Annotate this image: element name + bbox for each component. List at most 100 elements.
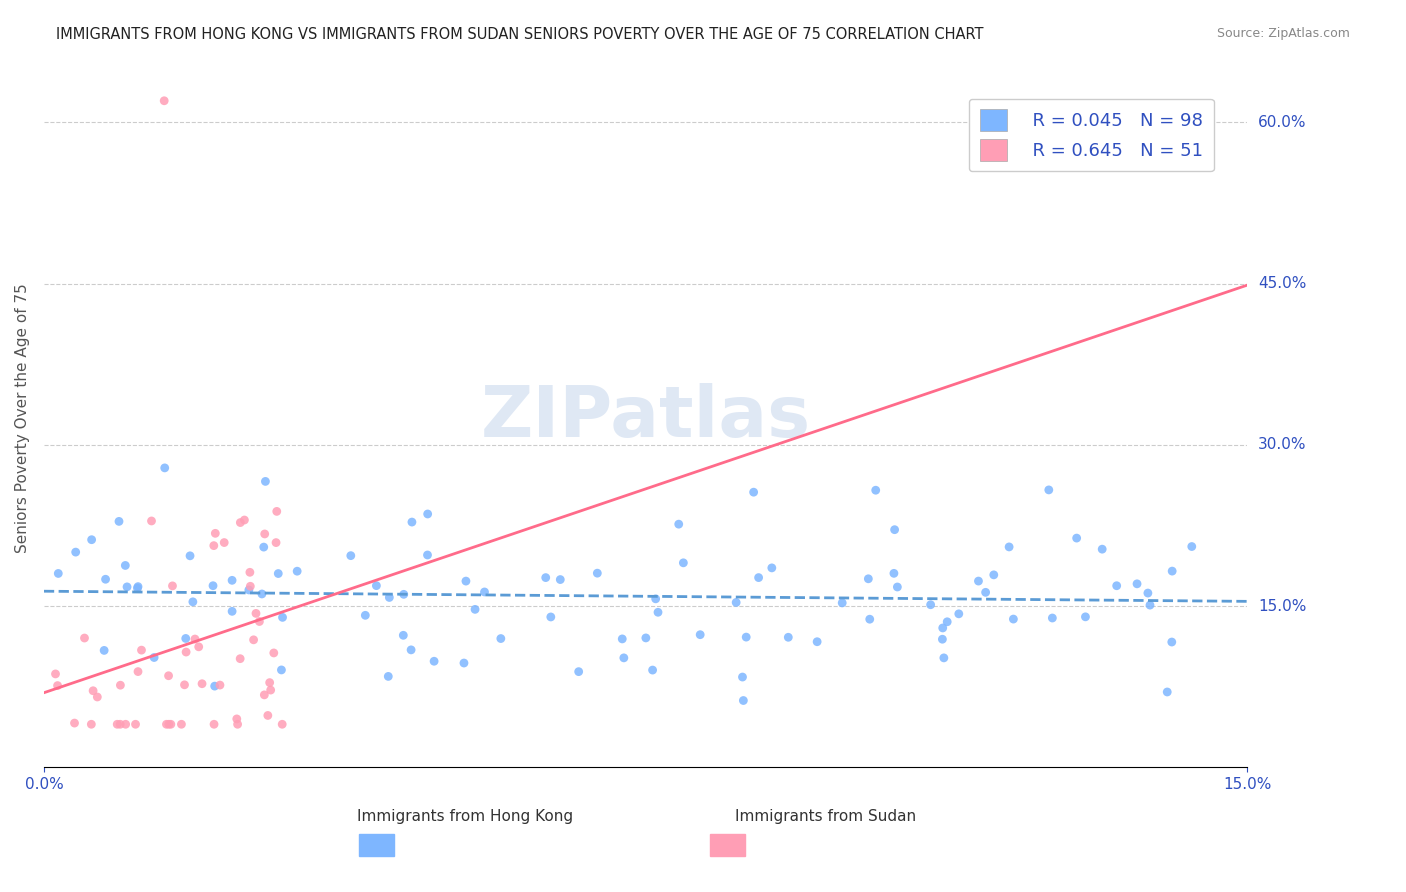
Point: [127, 580, 149, 594]
Point: [1038, 483, 1060, 497]
Point: [932, 651, 955, 665]
Point: [1105, 579, 1128, 593]
Point: [936, 615, 959, 629]
Point: [184, 632, 207, 646]
Point: [114, 717, 136, 731]
Point: [401, 515, 423, 529]
Point: [46, 566, 69, 581]
Point: [162, 579, 184, 593]
Point: [423, 654, 446, 668]
Point: [1091, 542, 1114, 557]
Point: [253, 527, 276, 541]
Point: [416, 548, 439, 562]
Point: [114, 558, 136, 573]
Point: [170, 717, 193, 731]
Point: [115, 580, 138, 594]
Legend:   R = 0.045   N = 98,   R = 0.645   N = 51: R = 0.045 N = 98, R = 0.645 N = 51: [969, 98, 1213, 171]
Point: [932, 621, 955, 635]
Point: [1156, 685, 1178, 699]
Point: [735, 630, 758, 644]
Point: [998, 540, 1021, 554]
Point: [202, 579, 225, 593]
Point: [974, 585, 997, 599]
Point: [689, 628, 711, 642]
Point: [204, 526, 226, 541]
Point: [143, 650, 166, 665]
Point: [260, 683, 283, 698]
Point: [271, 610, 294, 624]
Point: [1181, 540, 1204, 554]
Point: [245, 607, 267, 621]
Point: [377, 669, 399, 683]
Point: [44, 667, 66, 681]
Point: [110, 678, 132, 692]
Point: [806, 634, 828, 648]
Point: [399, 643, 422, 657]
Point: [73, 631, 96, 645]
Point: [883, 566, 905, 581]
Point: [239, 579, 262, 593]
Point: [173, 678, 195, 692]
Point: [229, 516, 252, 530]
Point: [731, 670, 754, 684]
Text: 60.0%: 60.0%: [1258, 115, 1306, 129]
Point: [883, 523, 905, 537]
Point: [612, 632, 634, 646]
Point: [1139, 598, 1161, 612]
Point: [160, 717, 183, 731]
Point: [80, 717, 103, 731]
Point: [634, 631, 657, 645]
Point: [1161, 564, 1184, 578]
Point: [80, 533, 103, 547]
Point: [550, 573, 572, 587]
Point: [229, 651, 252, 665]
Point: [285, 564, 308, 578]
Point: [266, 504, 288, 518]
Point: [238, 582, 260, 597]
Point: [179, 549, 201, 563]
Point: [267, 566, 290, 581]
Point: [586, 566, 609, 581]
Point: [63, 716, 86, 731]
Point: [454, 574, 477, 588]
Point: [859, 612, 882, 626]
Point: [354, 608, 377, 623]
Point: [920, 598, 942, 612]
Text: Source: ZipAtlas.com: Source: ZipAtlas.com: [1216, 27, 1350, 40]
Point: [108, 717, 131, 731]
Point: [644, 591, 666, 606]
Point: [127, 665, 149, 679]
Point: [865, 483, 887, 498]
Point: [153, 461, 176, 475]
Point: [264, 535, 287, 549]
Point: [416, 507, 439, 521]
Point: [1066, 531, 1088, 545]
Point: [534, 571, 557, 585]
Point: [1136, 586, 1159, 600]
Point: [464, 602, 486, 616]
Y-axis label: Seniors Poverty Over the Age of 75: Seniors Poverty Over the Age of 75: [15, 283, 30, 553]
Point: [931, 632, 953, 647]
Point: [108, 515, 131, 529]
Point: [187, 640, 209, 654]
Point: [1126, 577, 1149, 591]
Point: [204, 679, 226, 693]
Point: [257, 708, 280, 723]
Point: [259, 675, 281, 690]
Point: [225, 712, 247, 726]
Point: [340, 549, 363, 563]
Text: 30.0%: 30.0%: [1258, 437, 1306, 452]
Point: [831, 596, 853, 610]
Point: [271, 717, 294, 731]
Point: [202, 539, 225, 553]
Point: [886, 580, 908, 594]
Point: [366, 579, 388, 593]
Point: [46, 679, 69, 693]
Point: [733, 693, 755, 707]
Point: [208, 678, 231, 692]
Text: Immigrants from Sudan: Immigrants from Sudan: [735, 809, 917, 824]
Point: [174, 632, 197, 646]
Point: [253, 540, 276, 554]
Point: [568, 665, 591, 679]
Point: [105, 717, 128, 731]
